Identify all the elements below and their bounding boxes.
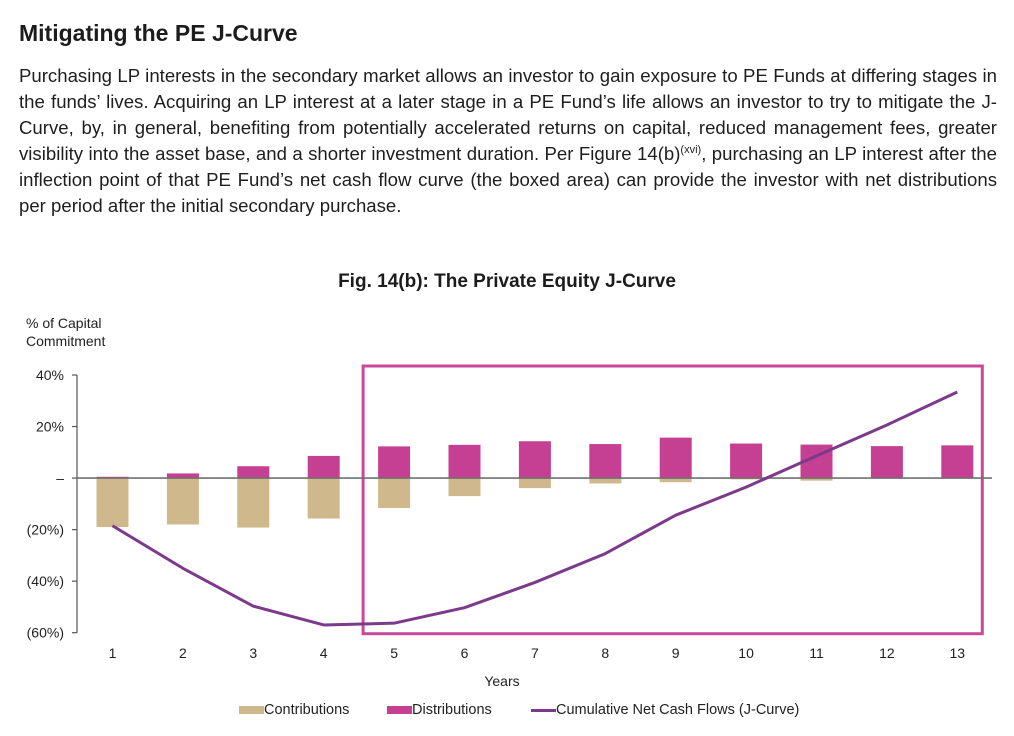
y-axis-label-line2: Commitment xyxy=(26,333,106,349)
legend-item-distributions: Distributions xyxy=(387,702,492,718)
x-tick-label: 6 xyxy=(461,645,469,661)
legend-swatch-contributions xyxy=(239,706,264,714)
y-tick-label: 20% xyxy=(36,419,64,435)
x-tick-label: 1 xyxy=(109,645,117,661)
contribution-bar xyxy=(589,478,622,484)
legend-label-distributions: Distributions xyxy=(412,702,492,718)
x-tick-label: 12 xyxy=(879,645,895,661)
contribution-bar xyxy=(800,478,833,481)
y-tick-label: – xyxy=(56,470,64,486)
distribution-bar xyxy=(730,443,763,479)
body-paragraph: Purchasing LP interests in the secondary… xyxy=(19,63,997,219)
x-tick-label: 10 xyxy=(738,645,754,661)
x-tick-label: 13 xyxy=(950,645,966,661)
figure-title: Fig. 14(b): The Private Equity J-Curve xyxy=(338,271,676,292)
contribution-bar xyxy=(659,478,692,483)
y-tick-label: (40%) xyxy=(27,573,64,589)
legend-item-cumulative: Cumulative Net Cash Flows (J-Curve) xyxy=(531,702,799,718)
y-tick-label: (60%) xyxy=(27,625,64,641)
contribution-bar xyxy=(96,478,129,528)
legend-swatch-cumulative-line xyxy=(531,708,556,712)
x-tick-label: 7 xyxy=(531,645,539,661)
x-tick-label: 8 xyxy=(601,645,609,661)
distribution-bar xyxy=(870,446,903,479)
contribution-bar xyxy=(518,478,551,489)
contribution-bar xyxy=(237,478,270,528)
legend-label-cumulative: Cumulative Net Cash Flows (J-Curve) xyxy=(556,702,800,718)
x-axis-label: Years xyxy=(484,673,519,689)
x-tick-label: 5 xyxy=(390,645,398,661)
y-axis-label-line1: % of Capital xyxy=(26,315,102,331)
x-tick-label: 4 xyxy=(320,645,328,661)
highlight-box xyxy=(361,364,984,636)
distribution-bar xyxy=(518,441,551,479)
legend-item-contributions: Contributions xyxy=(239,702,349,718)
paragraph-text-1: Purchasing LP interests in the secondary… xyxy=(19,65,997,164)
contribution-bar xyxy=(307,478,340,519)
y-tick-label: (20%) xyxy=(27,522,64,538)
paragraph-text-2: , purchasing an LP interest after the in… xyxy=(19,143,997,216)
y-axis-label: % of Capital Commitment xyxy=(26,314,105,350)
x-tick-label: 3 xyxy=(249,645,257,661)
x-tick-label: 2 xyxy=(179,645,187,661)
distribution-bar xyxy=(378,446,411,479)
legend-swatch-distributions xyxy=(387,706,412,714)
x-tick-label: 9 xyxy=(672,645,680,661)
reference-superscript: (xvi) xyxy=(680,144,702,156)
contribution-bar xyxy=(448,478,481,497)
section-heading: Mitigating the PE J-Curve xyxy=(19,20,298,46)
distribution-bar xyxy=(941,445,974,479)
distribution-bar xyxy=(448,444,481,479)
contribution-bar xyxy=(378,478,411,508)
x-tick-label: 11 xyxy=(809,645,824,661)
distribution-bar xyxy=(166,473,199,479)
distribution-bar xyxy=(237,466,270,479)
y-tick-label: 40% xyxy=(36,367,64,383)
distribution-bar xyxy=(589,444,622,479)
distribution-bar xyxy=(659,437,692,479)
legend-label-contributions: Contributions xyxy=(264,702,350,718)
distribution-bar xyxy=(307,455,340,479)
contribution-bar xyxy=(166,478,199,525)
